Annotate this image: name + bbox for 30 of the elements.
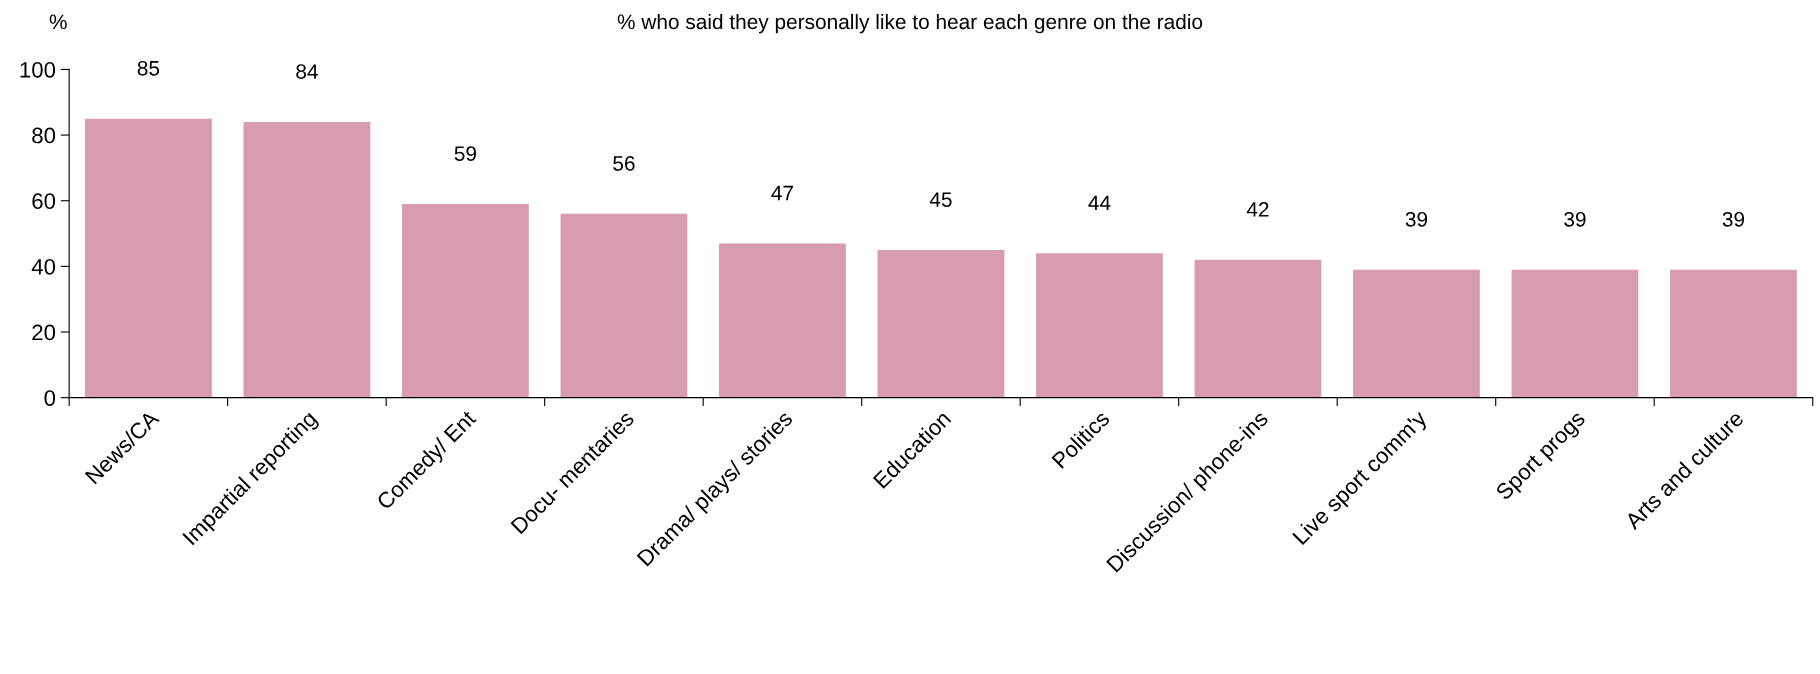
bar: [1511, 269, 1639, 398]
y-tick-label: 0: [44, 390, 56, 406]
bar: [560, 213, 688, 398]
bar: [719, 243, 846, 398]
y-axis-title: %: [49, 14, 67, 30]
y-tick-label: 100: [20, 61, 56, 78]
bar: [1353, 269, 1480, 398]
data-label: 39: [1564, 211, 1586, 227]
y-tick-label: 80: [32, 127, 56, 144]
y-tick-label: 20: [32, 324, 56, 341]
data-label: 59: [454, 146, 477, 161]
data-label: 45: [929, 192, 952, 207]
bar: [1036, 253, 1163, 398]
data-label: 39: [1722, 211, 1745, 227]
chart-title: % who said they personally like to hear each genre on the radio: [617, 13, 1203, 34]
data-label: 44: [1088, 195, 1111, 211]
data-label: 56: [613, 156, 635, 171]
bar: [1670, 269, 1797, 398]
y-tick-label: 60: [32, 193, 56, 209]
bar: [85, 118, 212, 398]
data-label: 39: [1405, 211, 1428, 227]
bar: [243, 121, 371, 398]
bar: [1194, 259, 1322, 398]
bar: [402, 204, 529, 398]
data-label: 47: [771, 185, 793, 201]
y-tick-label: 40: [31, 258, 56, 275]
data-label: 42: [1246, 202, 1269, 217]
bar: [877, 249, 1005, 398]
data-label: 85: [137, 60, 160, 76]
data-label: 84: [296, 64, 318, 79]
